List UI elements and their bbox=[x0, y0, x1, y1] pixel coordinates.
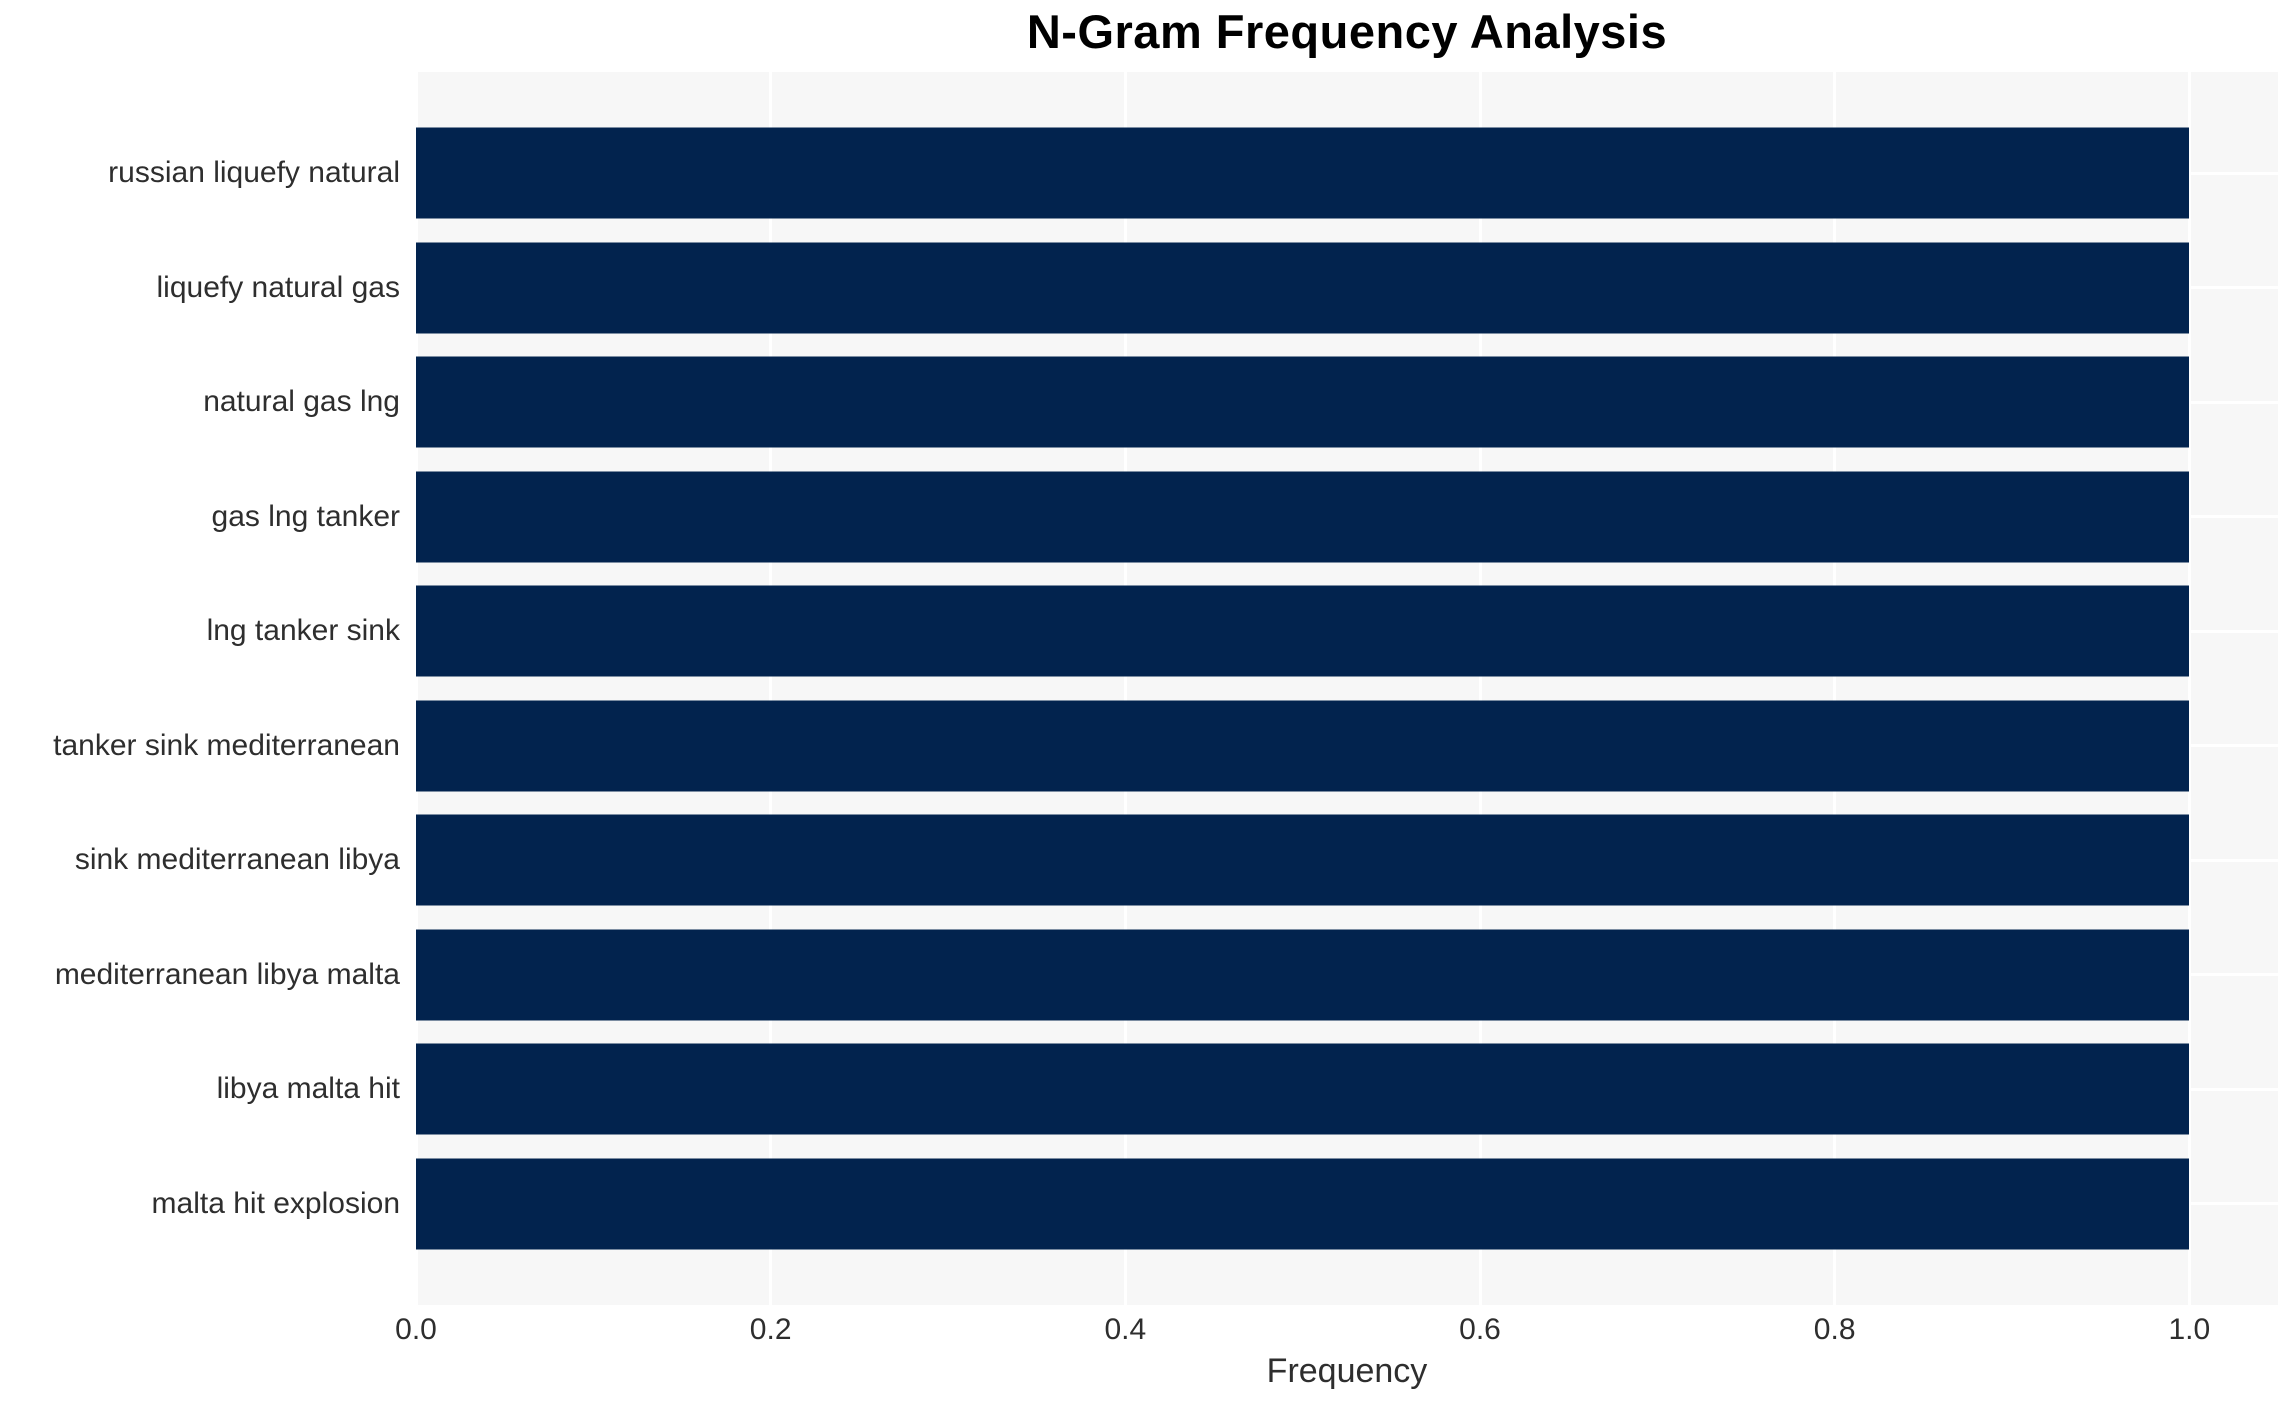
gridline-vertical bbox=[416, 72, 418, 1305]
y-label-row: mediterranean libya malta bbox=[0, 918, 400, 1033]
bar-row bbox=[416, 345, 2278, 460]
y-tick-label: tanker sink mediterranean bbox=[53, 728, 400, 762]
y-tick-label: natural gas lng bbox=[203, 385, 400, 419]
y-axis-labels: russian liquefy natural liquefy natural g… bbox=[0, 72, 400, 1305]
gridline-vertical bbox=[1123, 72, 1127, 1305]
bar-row bbox=[416, 231, 2278, 346]
x-tick-label: 0.8 bbox=[1813, 1313, 1856, 1346]
x-axis-ticks: 0.0 0.2 0.4 0.6 0.8 1.0 bbox=[395, 1313, 2278, 1353]
bar-row bbox=[416, 574, 2278, 689]
y-tick-label: lng tanker sink bbox=[206, 614, 400, 648]
y-label-row: tanker sink mediterranean bbox=[0, 689, 400, 804]
frequency-bar bbox=[416, 929, 2190, 1021]
y-label-row: sink mediterranean libya bbox=[0, 803, 400, 918]
frequency-bar bbox=[416, 356, 2190, 448]
y-label-row: liquefy natural gas bbox=[0, 231, 401, 346]
frequency-bar bbox=[416, 1043, 2190, 1135]
frequency-bar bbox=[416, 814, 2190, 906]
bar-row bbox=[416, 1147, 2278, 1262]
y-label-row: malta hit explosion bbox=[0, 1147, 400, 1262]
y-label-row: russian liquefy natural bbox=[0, 116, 400, 231]
y-tick-label: liquefy natural gas bbox=[156, 270, 401, 304]
frequency-bar bbox=[416, 471, 2190, 563]
y-tick-label: malta hit explosion bbox=[151, 1186, 400, 1220]
bar-row bbox=[416, 116, 2278, 231]
gridline-vertical bbox=[769, 72, 773, 1305]
y-tick-label: libya malta hit bbox=[216, 1072, 400, 1106]
y-label-row: libya malta hit bbox=[0, 1032, 400, 1147]
bar-row bbox=[416, 803, 2278, 918]
gridline-vertical bbox=[2187, 72, 2191, 1305]
frequency-bar bbox=[416, 700, 2190, 792]
y-tick-label: russian liquefy natural bbox=[108, 156, 400, 190]
bar-row bbox=[416, 460, 2278, 575]
bar-row bbox=[416, 1032, 2278, 1147]
bar-row bbox=[416, 689, 2278, 804]
y-label-row: natural gas lng bbox=[0, 345, 400, 460]
frequency-bar bbox=[416, 127, 2190, 219]
x-axis-label: Frequency bbox=[1266, 1352, 1428, 1390]
gridline-vertical bbox=[1478, 72, 1482, 1305]
frequency-bar bbox=[416, 585, 2190, 677]
chart-body: russian liquefy natural liquefy natural g… bbox=[0, 72, 2294, 1305]
frequency-bar bbox=[416, 242, 2190, 334]
chart-title: N-Gram Frequency Analysis bbox=[1026, 5, 1668, 58]
y-label-row: lng tanker sink bbox=[0, 574, 400, 689]
x-tick-label: 0.2 bbox=[749, 1313, 792, 1346]
y-label-row: gas lng tanker bbox=[0, 460, 400, 575]
x-tick-label: 1.0 bbox=[2168, 1313, 2211, 1346]
bar-row bbox=[416, 918, 2278, 1033]
y-tick-label: gas lng tanker bbox=[211, 499, 400, 533]
frequency-bar bbox=[416, 1158, 2190, 1250]
x-tick-label: 0.4 bbox=[1104, 1313, 1147, 1346]
y-tick-label: sink mediterranean libya bbox=[74, 843, 400, 877]
plot-area bbox=[416, 72, 2278, 1305]
y-tick-label: mediterranean libya malta bbox=[54, 957, 400, 991]
x-tick-label: 0.6 bbox=[1459, 1313, 1501, 1346]
gridline-vertical bbox=[1833, 72, 1837, 1305]
bar-rows bbox=[416, 72, 2278, 1305]
x-tick-label: 0.0 bbox=[395, 1313, 437, 1346]
